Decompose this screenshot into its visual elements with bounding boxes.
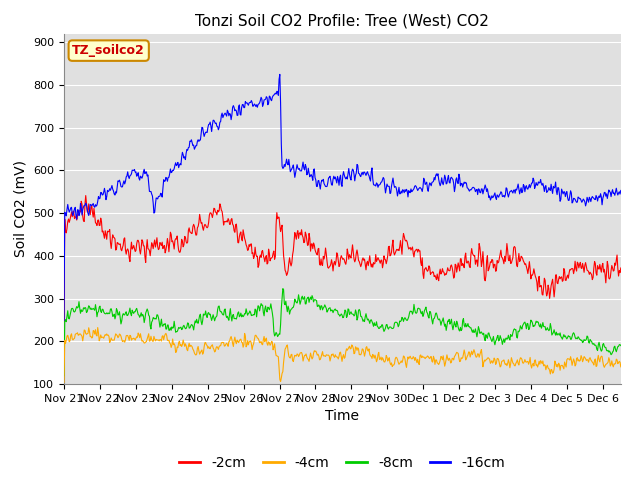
Legend: -2cm, -4cm, -8cm, -16cm: -2cm, -4cm, -8cm, -16cm xyxy=(174,450,511,475)
Title: Tonzi Soil CO2 Profile: Tree (West) CO2: Tonzi Soil CO2 Profile: Tree (West) CO2 xyxy=(195,13,490,28)
Text: TZ_soilco2: TZ_soilco2 xyxy=(72,44,145,57)
Y-axis label: Soil CO2 (mV): Soil CO2 (mV) xyxy=(13,160,28,257)
X-axis label: Time: Time xyxy=(325,409,360,423)
